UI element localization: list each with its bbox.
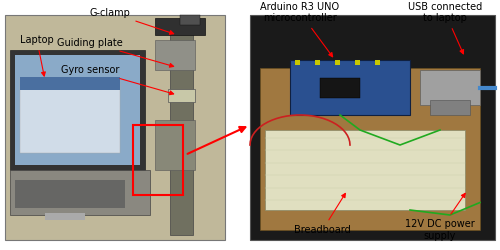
Bar bbox=[315, 60, 320, 65]
Text: 12V DC power
supply: 12V DC power supply bbox=[405, 193, 475, 241]
Bar bbox=[155, 120, 195, 170]
Bar bbox=[20, 78, 120, 90]
Text: Breadboard: Breadboard bbox=[294, 194, 351, 235]
Bar bbox=[155, 40, 195, 70]
Bar bbox=[335, 60, 340, 65]
Bar bbox=[260, 68, 480, 230]
Bar bbox=[420, 70, 480, 105]
Bar bbox=[375, 60, 380, 65]
Bar bbox=[20, 78, 120, 152]
Bar bbox=[10, 50, 145, 170]
Bar bbox=[430, 100, 470, 115]
Bar bbox=[290, 60, 410, 115]
Bar bbox=[180, 15, 200, 25]
Text: Gyro sensor: Gyro sensor bbox=[61, 65, 174, 95]
Text: Guiding plate: Guiding plate bbox=[57, 38, 174, 67]
Bar bbox=[132, 125, 182, 195]
Bar bbox=[265, 130, 465, 210]
Bar bbox=[15, 180, 125, 208]
Bar bbox=[250, 15, 495, 240]
Bar bbox=[320, 78, 360, 98]
Bar bbox=[355, 60, 360, 65]
Text: USB connected
to laptop: USB connected to laptop bbox=[408, 2, 482, 54]
Bar bbox=[5, 15, 225, 240]
Bar bbox=[168, 89, 195, 102]
Bar bbox=[45, 212, 85, 220]
Bar bbox=[170, 20, 192, 235]
Text: Arduino R3 UNO
microcontroller: Arduino R3 UNO microcontroller bbox=[260, 2, 340, 57]
Bar bbox=[15, 55, 140, 165]
Bar bbox=[295, 60, 300, 65]
Bar bbox=[155, 18, 205, 35]
Text: G-clamp: G-clamp bbox=[90, 8, 174, 34]
Bar bbox=[10, 170, 150, 215]
Text: Laptop: Laptop bbox=[20, 35, 54, 76]
